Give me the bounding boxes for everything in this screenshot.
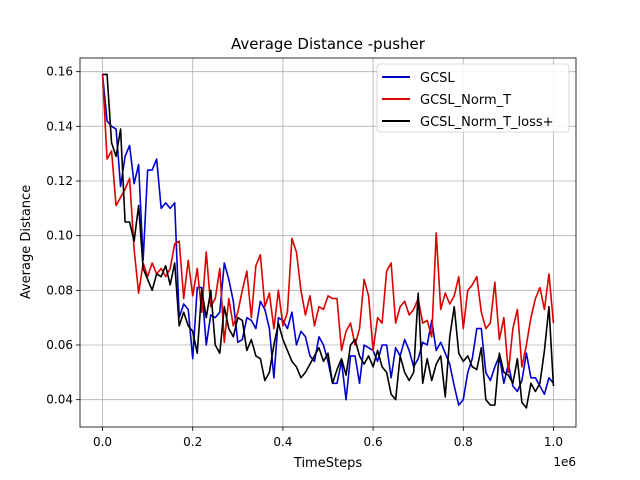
grid-lines (80, 58, 576, 427)
y-axis-label: Average Distance (19, 185, 34, 299)
y-tick-label: 0.14 (46, 119, 73, 133)
legend-box (376, 63, 570, 133)
series-line-gcsl (101, 74, 555, 406)
x-tick-label: 0.4 (273, 435, 292, 449)
legend-label-gcsl-norm-t-loss: GCSL_Norm_T_loss+ (420, 115, 554, 130)
y-tick-label: 0.12 (46, 174, 73, 188)
y-tick-label: 0.06 (46, 338, 73, 352)
legend-items: GCSL GCSL_Norm_T GCSL_Norm_T_loss+ (382, 71, 554, 130)
x-tick-label: 0.2 (183, 435, 202, 449)
legend: GCSL GCSL_Norm_T GCSL_Norm_T_loss+ (376, 63, 570, 133)
y-tick-label: 0.10 (46, 229, 73, 243)
x-axis-label: TimeSteps (293, 456, 362, 471)
y-tick-label: 0.08 (46, 283, 73, 297)
plot-area-frame (79, 57, 577, 428)
x-tick-label: 0.8 (454, 435, 473, 449)
x-tick-label: 1.0 (544, 435, 563, 449)
series-line-gcsl-norm-t-loss (102, 73, 555, 409)
y-tick-label: 0.16 (46, 65, 73, 79)
x-tick-label: 0.6 (364, 435, 383, 449)
series-line-gcsl-norm-t (101, 74, 555, 374)
legend-label-gcsl-norm-t: GCSL_Norm_T (420, 93, 511, 108)
x-axis-scale-label: 1e6 (553, 455, 576, 469)
x-tick-label: 0.0 (93, 435, 112, 449)
y-tick-label: 0.04 (46, 393, 73, 407)
legend-label-gcsl: GCSL (420, 71, 455, 86)
axis-ticks: 0.0 0.2 0.4 0.6 0.8 1.0 0.04 0.06 0.08 0.10 0.12 0.… (46, 65, 563, 449)
plot-series (101, 73, 555, 409)
chart-title: Average Distance -pusher (231, 35, 426, 53)
